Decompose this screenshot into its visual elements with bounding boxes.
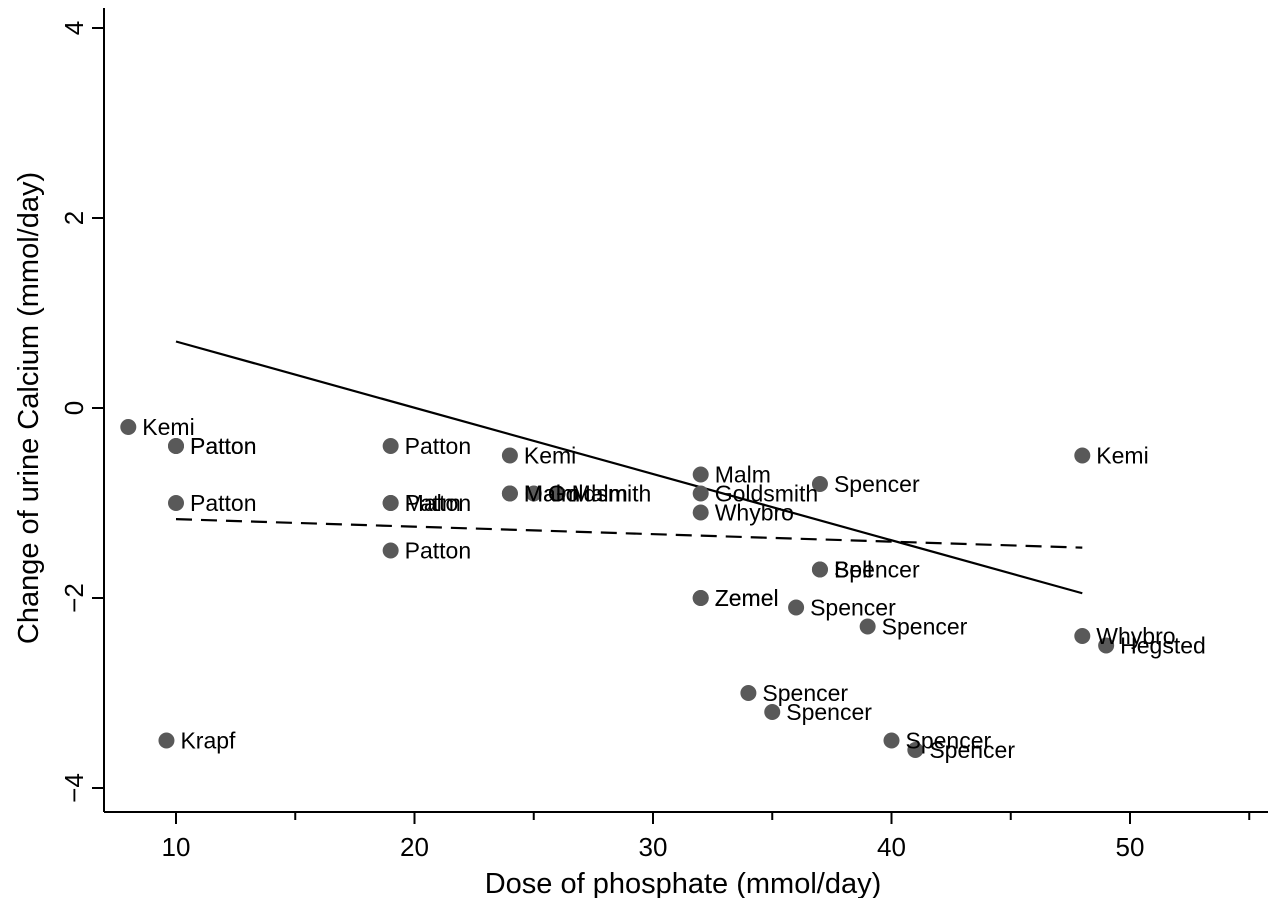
fit-lines-layer	[175, 340, 1083, 595]
point-label: Whybro	[715, 500, 794, 526]
point-label: Malm	[524, 481, 580, 507]
y-tick-label: −4	[59, 773, 89, 803]
point-label: Patton	[190, 433, 257, 459]
data-point	[692, 590, 709, 606]
point-label: Kemi	[524, 443, 576, 469]
data-point	[501, 447, 518, 464]
point-label: Malm	[572, 481, 628, 507]
points-layer	[120, 419, 1115, 758]
x-tick-label: 30	[639, 832, 668, 862]
x-tick-label: 10	[162, 832, 191, 862]
point-label: Spencer	[810, 595, 896, 621]
point-label: Malm	[715, 462, 771, 488]
point-label: Goldsmith	[715, 481, 819, 507]
point-label: Kemi	[1096, 443, 1148, 469]
x-axis-title: Dose of phosphate (mmol/day)	[485, 868, 882, 898]
data-point	[1074, 447, 1091, 464]
point-label: Bell	[834, 557, 872, 583]
data-point	[764, 704, 781, 720]
x-tick-label: 40	[877, 832, 906, 862]
point-label: Patton	[405, 538, 472, 564]
point-label: Spencer	[906, 728, 992, 754]
point-label: Whybro	[1096, 623, 1175, 649]
fit-line-dashed	[175, 518, 1083, 549]
data-point	[382, 495, 399, 511]
y-axis-title: Change of urine Calcium (mmol/day)	[13, 172, 45, 644]
data-point	[501, 485, 518, 502]
data-point	[382, 438, 399, 454]
point-label: Zemel	[715, 585, 779, 611]
data-point	[692, 466, 709, 483]
y-tick-label: 0	[59, 401, 89, 415]
data-point	[692, 485, 709, 502]
point-label: Spencer	[834, 471, 920, 497]
point-label: Kemi	[142, 414, 194, 440]
x-tick-label: 20	[400, 832, 429, 862]
data-point	[158, 732, 175, 749]
y-tick-label: 2	[59, 211, 89, 225]
data-point	[788, 599, 805, 616]
point-label: Patton	[190, 490, 257, 516]
data-point	[811, 476, 828, 492]
data-point	[883, 732, 900, 749]
point-label: Zemel	[715, 585, 779, 611]
data-point	[168, 438, 184, 454]
point-labels-layer: KemiPattonPattonPattonKrapfPattonMalmPat…	[142, 414, 1206, 763]
point-label: Patton	[405, 490, 472, 516]
data-point	[168, 495, 184, 511]
point-label: Hegsted	[1120, 633, 1206, 659]
y-tick-label: −2	[59, 583, 89, 613]
data-point	[382, 542, 399, 559]
data-point	[549, 485, 566, 502]
point-label: Spencer	[929, 737, 1015, 763]
point-label: Spencer	[762, 680, 848, 706]
x-tick-label: 50	[1116, 832, 1145, 862]
data-point	[120, 419, 137, 435]
data-point	[859, 618, 876, 635]
point-label: Malm	[405, 490, 461, 516]
data-point	[692, 504, 709, 521]
point-label: Spencer	[882, 614, 968, 640]
point-label: Patton	[405, 433, 472, 459]
data-point	[740, 685, 757, 701]
fit-line-solid	[175, 340, 1083, 595]
data-point	[1098, 637, 1115, 654]
point-label: Krapf	[180, 728, 236, 754]
data-point	[1074, 628, 1091, 644]
point-label: Patton	[190, 433, 257, 459]
data-point	[525, 485, 542, 502]
point-label: Goldsmith	[548, 481, 652, 507]
point-label: Spencer	[786, 699, 872, 725]
data-point	[907, 742, 924, 758]
y-tick-label: 4	[59, 21, 89, 35]
point-label: Spencer	[834, 557, 920, 583]
data-point	[811, 561, 828, 578]
point-label: Malm	[524, 481, 580, 507]
